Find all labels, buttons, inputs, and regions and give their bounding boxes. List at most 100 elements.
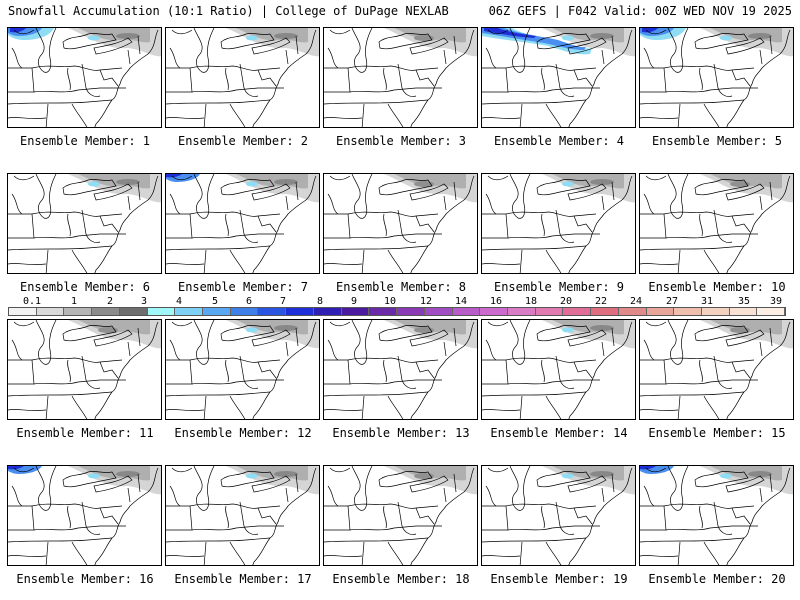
colorbar-tick-label: 35 bbox=[737, 296, 751, 307]
colorbar-segment bbox=[452, 308, 481, 315]
ensemble-map-panel bbox=[165, 27, 320, 128]
colorbar-tick-label: 22 bbox=[594, 296, 608, 307]
colorbar-tick-label: 7 bbox=[279, 296, 287, 307]
colorbar-segment bbox=[9, 308, 37, 315]
colorbar-ticks: 0.1 1 2 3 4 5 6 7 8 9 10 12 14 16 18 20 22 24 27 31 35 39 bbox=[8, 296, 786, 307]
ensemble-member-label: Ensemble Member: 7 bbox=[177, 280, 309, 294]
colorbar-segment bbox=[618, 308, 647, 315]
colorbar-tick-label: 14 bbox=[454, 296, 468, 307]
snowfall-map bbox=[482, 174, 635, 273]
snowfall-map bbox=[640, 28, 793, 127]
ensemble-member-label: Ensemble Member: 18 bbox=[332, 572, 470, 586]
colorbar-segment bbox=[313, 308, 342, 315]
colorbar-segment bbox=[563, 308, 592, 315]
colorbar-segment bbox=[480, 308, 508, 315]
ensemble-map-panel bbox=[323, 319, 478, 420]
snowfall-map bbox=[640, 466, 793, 565]
ensemble-map-panel bbox=[323, 27, 478, 128]
snowfall-map bbox=[8, 320, 161, 419]
colorbar-tick-label: 18 bbox=[524, 296, 538, 307]
colorbar-tick-label: 3 bbox=[140, 296, 148, 307]
colorbar-segment bbox=[175, 308, 204, 315]
ensemble-map-panel bbox=[323, 173, 478, 274]
snowfall-map bbox=[166, 466, 319, 565]
ensemble-map-panel bbox=[639, 319, 794, 420]
ensemble-member-label: Ensemble Member: 5 bbox=[651, 134, 783, 148]
colorbar-tick-label: 12 bbox=[419, 296, 433, 307]
colorbar-tick-label: 39 bbox=[769, 296, 783, 307]
snowfall-map bbox=[166, 28, 319, 127]
snowfall-map bbox=[324, 174, 477, 273]
snowfall-map bbox=[324, 466, 477, 565]
ensemble-member-label: Ensemble Member: 1 bbox=[19, 134, 151, 148]
colorbar-tick-label: 16 bbox=[489, 296, 503, 307]
colorbar-segment bbox=[424, 308, 453, 315]
ensemble-member-label: Ensemble Member: 13 bbox=[332, 426, 470, 440]
colorbar-segment bbox=[701, 308, 730, 315]
colorbar-tick-label: 27 bbox=[665, 296, 679, 307]
colorbar-segment bbox=[36, 308, 65, 315]
ensemble-member-label: Ensemble Member: 3 bbox=[335, 134, 467, 148]
colorbar-segment bbox=[147, 308, 176, 315]
snowfall-map bbox=[324, 320, 477, 419]
colorbar-tick-label: 10 bbox=[383, 296, 397, 307]
colorbar-segment bbox=[591, 308, 619, 315]
chart-title: Snowfall Accumulation (10:1 Ratio) | Col… bbox=[8, 4, 449, 18]
colorbar-segment bbox=[369, 308, 398, 315]
ensemble-map-panel bbox=[639, 27, 794, 128]
snowfall-map bbox=[8, 28, 161, 127]
ensemble-map-panel bbox=[165, 465, 320, 566]
ensemble-member-label: Ensemble Member: 9 bbox=[493, 280, 625, 294]
colorbar-segment bbox=[286, 308, 314, 315]
ensemble-member-label: Ensemble Member: 20 bbox=[648, 572, 786, 586]
ensemble-member-label: Ensemble Member: 15 bbox=[648, 426, 786, 440]
ensemble-member-label: Ensemble Member: 2 bbox=[177, 134, 309, 148]
ensemble-map-panel bbox=[7, 173, 162, 274]
colorbar-tick-label: 1 bbox=[70, 296, 78, 307]
colorbar-tick-label: 2 bbox=[106, 296, 114, 307]
ensemble-member-label: Ensemble Member: 16 bbox=[16, 572, 154, 586]
ensemble-map-panel bbox=[639, 173, 794, 274]
colorbar-tick-label: 8 bbox=[316, 296, 324, 307]
colorbar-segment bbox=[203, 308, 231, 315]
ensemble-member-label: Ensemble Member: 4 bbox=[493, 134, 625, 148]
ensemble-member-label: Ensemble Member: 6 bbox=[19, 280, 151, 294]
colorbar-segment bbox=[674, 308, 702, 315]
colorbar-segment bbox=[230, 308, 259, 315]
colorbar-tick-label: 20 bbox=[559, 296, 573, 307]
colorbar-segment bbox=[92, 308, 120, 315]
ensemble-member-label: Ensemble Member: 10 bbox=[648, 280, 786, 294]
ensemble-map-panel bbox=[7, 319, 162, 420]
colorbar-segment bbox=[64, 308, 93, 315]
colorbar-segment bbox=[507, 308, 536, 315]
snowfall-map bbox=[640, 320, 793, 419]
colorbar bbox=[8, 307, 786, 316]
ensemble-map-panel bbox=[481, 173, 636, 274]
snowfall-map bbox=[166, 320, 319, 419]
ensemble-map-panel bbox=[481, 27, 636, 128]
colorbar-segment bbox=[729, 308, 758, 315]
colorbar-segment bbox=[397, 308, 425, 315]
ensemble-map-panel bbox=[481, 465, 636, 566]
ensemble-member-label: Ensemble Member: 12 bbox=[174, 426, 312, 440]
colorbar-segment bbox=[646, 308, 675, 315]
colorbar-tick-label: 24 bbox=[629, 296, 643, 307]
ensemble-map-panel bbox=[323, 465, 478, 566]
snowfall-map bbox=[8, 466, 161, 565]
snowfall-map bbox=[8, 174, 161, 273]
ensemble-member-label: Ensemble Member: 14 bbox=[490, 426, 628, 440]
snowfall-map bbox=[640, 174, 793, 273]
colorbar-segment bbox=[757, 308, 786, 315]
ensemble-member-label: Ensemble Member: 19 bbox=[490, 572, 628, 586]
colorbar-segment bbox=[535, 308, 564, 315]
ensemble-map-panel bbox=[165, 319, 320, 420]
ensemble-map-panel bbox=[7, 465, 162, 566]
ensemble-map-panel bbox=[7, 27, 162, 128]
model-run-info: 06Z GEFS | F042 Valid: 00Z WED NOV 19 20… bbox=[488, 4, 792, 18]
snowfall-map bbox=[482, 28, 635, 127]
snowfall-map bbox=[324, 28, 477, 127]
snowfall-map bbox=[166, 174, 319, 273]
colorbar-tick-label: 31 bbox=[700, 296, 714, 307]
ensemble-member-label: Ensemble Member: 11 bbox=[16, 426, 154, 440]
colorbar-tick-label: 5 bbox=[211, 296, 219, 307]
